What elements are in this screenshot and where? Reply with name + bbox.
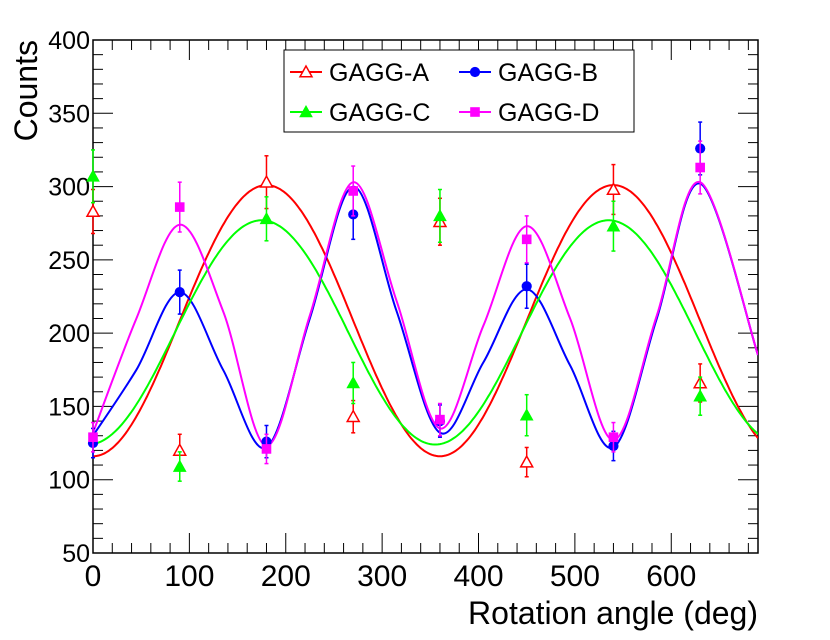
- legend-label: GAGG-C: [329, 99, 430, 127]
- legend-label: GAGG-D: [498, 99, 599, 127]
- data-point: [174, 202, 185, 212]
- data-point: [348, 186, 359, 196]
- y-axis-label: Counts: [8, 40, 44, 141]
- x-axis-label: Rotation angle (deg): [468, 595, 758, 631]
- data-point: [174, 287, 185, 298]
- fit-curve: [93, 184, 758, 458]
- data-point: [88, 432, 98, 443]
- data-point: [606, 219, 621, 232]
- legend-marker: [299, 104, 313, 118]
- y-tick-label: 200: [48, 320, 90, 348]
- fit-curve: [93, 181, 758, 448]
- legend: GAGG-A GAGG-B GAGG-C GAGG-D: [283, 49, 635, 133]
- y-tick-label: 400: [48, 27, 90, 55]
- legend-box: [283, 49, 635, 133]
- y-tick-label: 350: [48, 100, 90, 128]
- x-tick-label: 400: [453, 560, 503, 593]
- y-tick-label: 250: [48, 247, 90, 275]
- fit-curve: [93, 219, 758, 446]
- data-point: [346, 375, 361, 389]
- legend-marker: [298, 64, 314, 78]
- data-points: [85, 121, 708, 482]
- data-point: [259, 211, 274, 225]
- data-point: [345, 409, 361, 423]
- x-tick-label: 300: [357, 560, 407, 593]
- data-point: [608, 432, 619, 443]
- x-tick-label: 500: [550, 560, 600, 593]
- fit-curves: [93, 181, 758, 458]
- plot-frame: [92, 39, 759, 554]
- data-point: [693, 389, 708, 402]
- x-tick-label: 200: [261, 560, 311, 593]
- x-tick-label: 100: [164, 560, 214, 593]
- legend-label: GAGG-B: [498, 59, 598, 87]
- data-point: [521, 281, 532, 292]
- y-tick-label: 100: [48, 467, 90, 495]
- data-point: [695, 162, 705, 173]
- legend-marker: [469, 66, 481, 78]
- data-point: [172, 459, 187, 472]
- data-point: [86, 169, 100, 182]
- legend-marker: [470, 107, 480, 117]
- data-point: [433, 208, 447, 222]
- data-point: [521, 234, 532, 245]
- data-point: [519, 454, 534, 468]
- data-point: [606, 181, 621, 196]
- y-tick-label: 300: [48, 174, 90, 202]
- data-point: [259, 174, 274, 188]
- data-point: [519, 408, 534, 421]
- y-tick-label: 150: [48, 393, 90, 421]
- data-point: [85, 203, 101, 218]
- axis-ticks: 0 100 200 300 400 500 600 50 100 150 200 250 300 350 4…: [48, 27, 758, 593]
- fit-curve: [93, 182, 758, 450]
- data-point: [435, 414, 445, 425]
- data-point: [261, 444, 272, 454]
- y-tick-label: 50: [62, 540, 90, 568]
- x-tick-label: 600: [646, 560, 696, 593]
- legend-label: GAGG-A: [329, 59, 429, 87]
- x-tick-label: 0: [85, 560, 102, 593]
